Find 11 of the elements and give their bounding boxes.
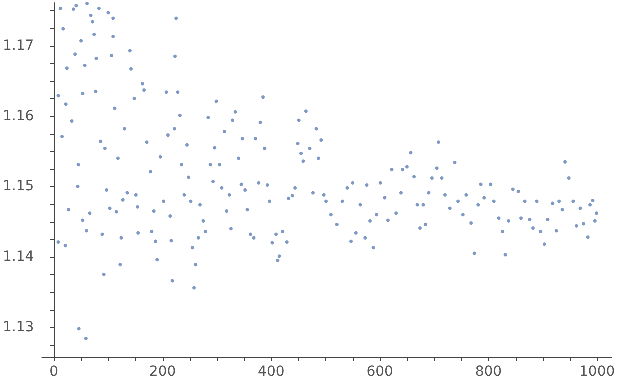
y-tick-label: 1.17 [3,38,34,54]
x-tick-label: 800 [475,364,502,380]
x-tick-label: 1000 [580,364,616,380]
x-tick-label: 600 [366,364,394,380]
x-tick-label: 200 [149,364,176,380]
y-tick-label: 1.14 [3,249,34,266]
y-tick-label: 1.13 [3,319,34,336]
x-tick-label: 0 [50,364,59,380]
y-tick-label: 1.15 [3,178,34,195]
x-tick-label: 400 [258,364,285,380]
y-tick-label: 1.16 [3,108,34,124]
